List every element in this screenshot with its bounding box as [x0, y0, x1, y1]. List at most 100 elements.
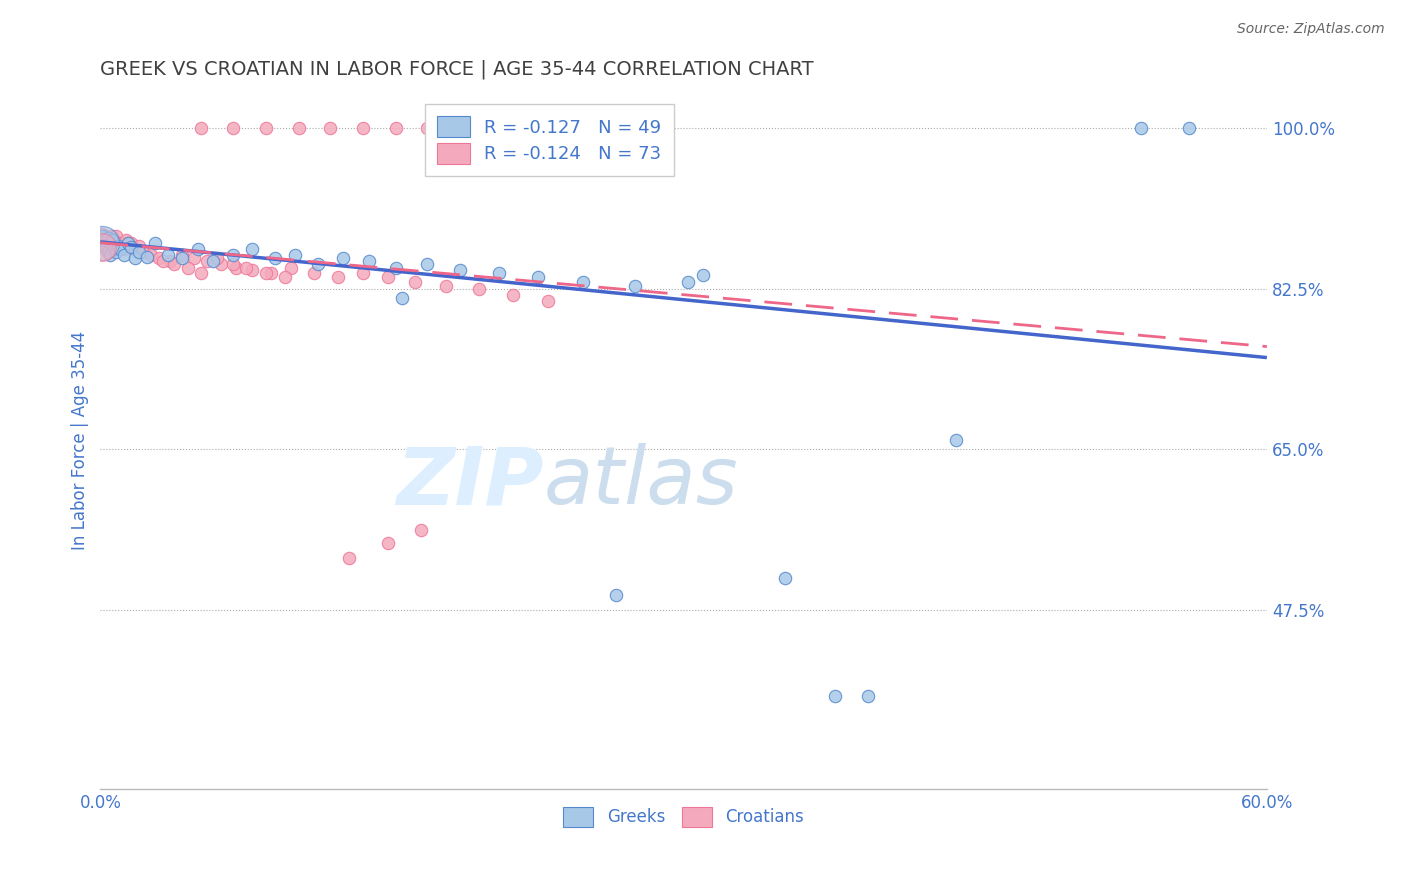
Point: [187, 242, 209, 256]
Point: [274, 269, 297, 284]
Point: [221, 257, 243, 271]
Point: [352, 120, 374, 135]
Point: [416, 257, 439, 271]
Point: [128, 238, 150, 252]
Point: [139, 248, 162, 262]
Point: [97, 231, 120, 245]
Point: [104, 229, 127, 244]
Point: [482, 120, 505, 135]
Point: [190, 120, 212, 135]
Point: [468, 282, 491, 296]
Point: [136, 250, 159, 264]
Point: [624, 279, 647, 293]
Point: [101, 242, 124, 256]
Point: [120, 235, 142, 250]
Point: [221, 120, 243, 135]
Point: [98, 235, 121, 250]
Point: [352, 266, 374, 280]
Point: [449, 263, 471, 277]
Point: [195, 254, 218, 268]
Point: [280, 260, 302, 275]
Point: [107, 238, 129, 252]
Point: [163, 257, 186, 271]
Point: [170, 248, 193, 262]
Point: [143, 235, 166, 250]
Point: [93, 235, 115, 250]
Point: [177, 260, 200, 275]
Point: [183, 252, 205, 266]
Point: [91, 229, 114, 244]
Point: [502, 288, 524, 302]
Point: [117, 235, 139, 250]
Y-axis label: In Labor Force | Age 35-44: In Labor Force | Age 35-44: [72, 331, 89, 549]
Text: atlas: atlas: [544, 443, 738, 521]
Point: [108, 242, 131, 256]
Point: [240, 263, 263, 277]
Point: [112, 242, 135, 256]
Point: [103, 240, 125, 254]
Point: [416, 120, 439, 135]
Point: [97, 233, 120, 247]
Text: GREEK VS CROATIAN IN LABOR FORCE | AGE 35-44 CORRELATION CHART: GREEK VS CROATIAN IN LABOR FORCE | AGE 3…: [100, 60, 814, 79]
Point: [254, 120, 277, 135]
Point: [107, 235, 129, 250]
Point: [103, 233, 125, 247]
Point: [326, 269, 349, 284]
Point: [824, 689, 846, 703]
Point: [128, 244, 150, 259]
Point: [159, 254, 181, 268]
Point: [337, 550, 360, 565]
Point: [225, 260, 247, 275]
Point: [170, 252, 193, 266]
Point: [858, 689, 880, 703]
Point: [108, 240, 131, 254]
Point: [391, 291, 413, 305]
Point: [377, 536, 399, 550]
Point: [605, 588, 627, 602]
Point: [254, 266, 277, 280]
Point: [98, 235, 121, 250]
Point: [101, 233, 124, 247]
Point: [112, 248, 135, 262]
Point: [1129, 120, 1152, 135]
Point: [104, 244, 127, 259]
Point: [585, 120, 607, 135]
Point: [103, 235, 125, 250]
Point: [377, 269, 399, 284]
Point: [202, 254, 225, 268]
Point: [221, 248, 243, 262]
Point: [93, 238, 115, 252]
Point: [264, 252, 287, 266]
Point: [104, 242, 127, 256]
Point: [652, 120, 675, 135]
Point: [385, 120, 408, 135]
Point: [536, 293, 558, 308]
Point: [773, 571, 796, 585]
Point: [91, 235, 114, 250]
Point: [235, 260, 257, 275]
Point: [96, 229, 118, 244]
Legend: Greeks, Croatians: Greeks, Croatians: [557, 801, 810, 833]
Point: [436, 279, 458, 293]
Point: [385, 260, 408, 275]
Point: [96, 242, 118, 256]
Point: [692, 268, 714, 282]
Point: [124, 242, 146, 256]
Point: [93, 231, 115, 245]
Point: [101, 229, 124, 244]
Point: [551, 120, 574, 135]
Point: [260, 266, 283, 280]
Point: [1178, 120, 1201, 135]
Point: [527, 269, 550, 284]
Point: [148, 252, 170, 266]
Point: [209, 257, 232, 271]
Point: [307, 257, 329, 271]
Point: [357, 254, 380, 268]
Point: [205, 252, 228, 266]
Point: [488, 266, 510, 280]
Point: [118, 240, 141, 254]
Point: [91, 240, 114, 254]
Point: [97, 242, 120, 256]
Point: [411, 523, 433, 537]
Point: [240, 242, 263, 256]
